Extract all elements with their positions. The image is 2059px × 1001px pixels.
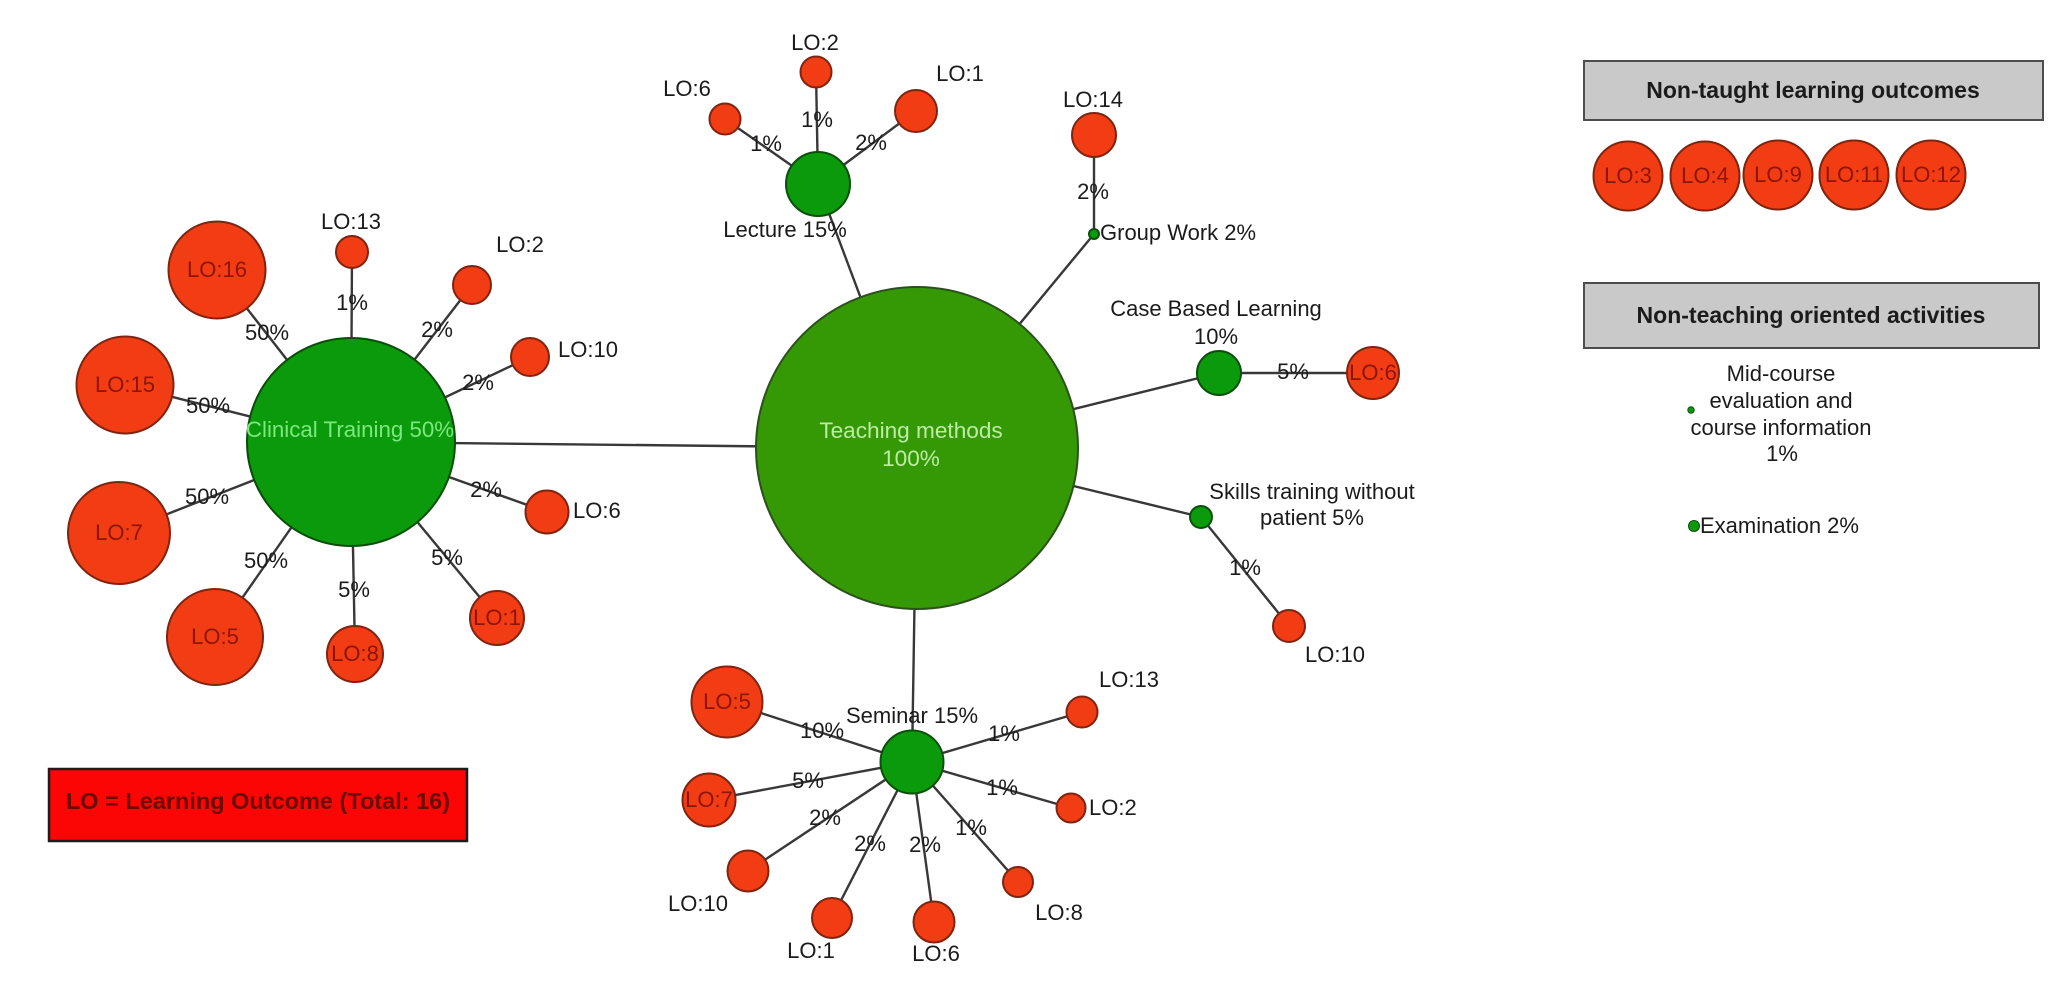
svg-text:patient 5%: patient 5% bbox=[1260, 505, 1364, 530]
svg-text:LO:10: LO:10 bbox=[558, 337, 618, 362]
svg-text:LO:10: LO:10 bbox=[668, 891, 728, 916]
svg-text:50%: 50% bbox=[245, 320, 289, 345]
svg-text:1%: 1% bbox=[986, 775, 1018, 800]
svg-text:Skills training without: Skills training without bbox=[1209, 479, 1414, 504]
svg-text:LO:9: LO:9 bbox=[1754, 162, 1802, 187]
svg-text:Teaching methods: Teaching methods bbox=[819, 418, 1002, 443]
svg-text:5%: 5% bbox=[338, 577, 370, 602]
svg-text:LO:1: LO:1 bbox=[473, 605, 521, 630]
svg-text:LO:8: LO:8 bbox=[1035, 900, 1083, 925]
svg-text:2%: 2% bbox=[1077, 179, 1109, 204]
svg-text:LO:13: LO:13 bbox=[321, 209, 381, 234]
svg-text:LO:1: LO:1 bbox=[936, 61, 984, 86]
svg-text:5%: 5% bbox=[792, 768, 824, 793]
svg-text:LO:1: LO:1 bbox=[787, 938, 835, 963]
svg-text:2%: 2% bbox=[462, 370, 494, 395]
svg-text:1%: 1% bbox=[801, 107, 833, 132]
svg-text:2%: 2% bbox=[854, 831, 886, 856]
svg-text:2%: 2% bbox=[421, 317, 453, 342]
svg-text:LO:6: LO:6 bbox=[663, 76, 711, 101]
svg-text:LO:5: LO:5 bbox=[191, 624, 239, 649]
svg-text:2%: 2% bbox=[855, 130, 887, 155]
svg-text:1%: 1% bbox=[1766, 441, 1798, 466]
svg-text:LO:2: LO:2 bbox=[496, 232, 544, 257]
svg-text:LO:15: LO:15 bbox=[95, 372, 155, 397]
svg-text:5%: 5% bbox=[1277, 359, 1309, 384]
svg-text:LO:5: LO:5 bbox=[703, 689, 751, 714]
svg-text:Mid-course: Mid-course bbox=[1727, 361, 1836, 386]
svg-text:100%: 100% bbox=[882, 446, 940, 471]
svg-text:LO:7: LO:7 bbox=[95, 520, 143, 545]
svg-text:10%: 10% bbox=[1194, 324, 1238, 349]
svg-text:LO:8: LO:8 bbox=[331, 641, 379, 666]
svg-text:LO:11: LO:11 bbox=[1825, 162, 1883, 187]
svg-text:LO:10: LO:10 bbox=[1305, 642, 1365, 667]
svg-text:LO:6: LO:6 bbox=[912, 941, 960, 966]
svg-text:10%: 10% bbox=[800, 718, 844, 743]
svg-text:2%: 2% bbox=[809, 805, 841, 830]
svg-text:LO:6: LO:6 bbox=[573, 498, 621, 523]
svg-text:Group Work 2%: Group Work 2% bbox=[1100, 220, 1256, 245]
svg-text:LO = Learning Outcome (Total:: LO = Learning Outcome (Total: 16) bbox=[66, 788, 450, 814]
svg-text:LO:4: LO:4 bbox=[1681, 163, 1729, 188]
svg-text:5%: 5% bbox=[431, 545, 463, 570]
svg-text:2%: 2% bbox=[909, 832, 941, 857]
svg-text:1%: 1% bbox=[1229, 555, 1261, 580]
svg-text:Seminar 15%: Seminar 15% bbox=[846, 703, 978, 728]
svg-text:1%: 1% bbox=[988, 721, 1020, 746]
svg-text:50%: 50% bbox=[244, 548, 288, 573]
svg-text:1%: 1% bbox=[750, 131, 782, 156]
svg-text:course information: course information bbox=[1691, 415, 1872, 440]
svg-text:LO:2: LO:2 bbox=[1089, 795, 1137, 820]
svg-text:Non-teaching oriented activiti: Non-teaching oriented activities bbox=[1637, 302, 1986, 328]
svg-text:LO:14: LO:14 bbox=[1063, 87, 1123, 112]
svg-text:LO:3: LO:3 bbox=[1604, 163, 1652, 188]
svg-text:evaluation and: evaluation and bbox=[1709, 388, 1852, 413]
svg-text:LO:16: LO:16 bbox=[187, 257, 247, 282]
svg-text:LO:2: LO:2 bbox=[791, 30, 839, 55]
svg-text:50%: 50% bbox=[186, 393, 230, 418]
svg-text:LO:6: LO:6 bbox=[1349, 360, 1397, 385]
svg-text:1%: 1% bbox=[336, 290, 368, 315]
svg-text:2%: 2% bbox=[470, 477, 502, 502]
svg-text:Clinical Training 50%: Clinical Training 50% bbox=[246, 417, 454, 442]
svg-text:Lecture 15%: Lecture 15% bbox=[723, 217, 847, 242]
svg-text:Non-taught learning outcomes: Non-taught learning outcomes bbox=[1646, 77, 1980, 103]
svg-text:Case Based Learning: Case Based Learning bbox=[1110, 296, 1322, 321]
svg-text:1%: 1% bbox=[955, 815, 987, 840]
svg-text:50%: 50% bbox=[185, 484, 229, 509]
svg-text:Examination 2%: Examination 2% bbox=[1700, 513, 1859, 538]
svg-text:LO:13: LO:13 bbox=[1099, 667, 1159, 692]
svg-text:LO:7: LO:7 bbox=[685, 787, 733, 812]
svg-text:LO:12: LO:12 bbox=[1901, 162, 1961, 187]
